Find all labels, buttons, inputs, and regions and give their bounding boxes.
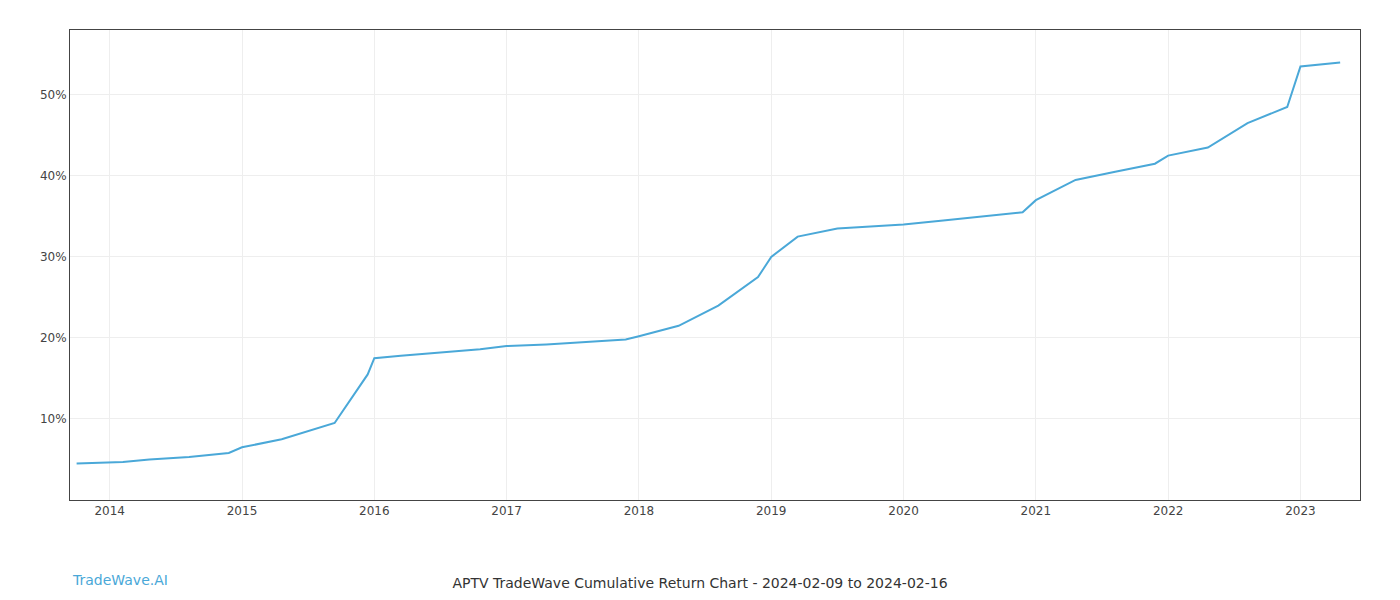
svg-text:2018: 2018 (624, 504, 655, 518)
svg-text:2016: 2016 (359, 504, 390, 518)
svg-text:20%: 20% (40, 331, 67, 345)
svg-text:50%: 50% (40, 88, 67, 102)
svg-text:2014: 2014 (94, 504, 125, 518)
svg-text:30%: 30% (40, 250, 67, 264)
svg-text:TradeWave.AI: TradeWave.AI (72, 572, 168, 588)
svg-text:2023: 2023 (1285, 504, 1316, 518)
svg-text:2022: 2022 (1153, 504, 1184, 518)
svg-text:APTV TradeWave Cumulative Retu: APTV TradeWave Cumulative Return Chart -… (452, 575, 947, 591)
svg-text:2020: 2020 (888, 504, 919, 518)
svg-text:2021: 2021 (1021, 504, 1052, 518)
svg-text:2015: 2015 (227, 504, 258, 518)
svg-text:2019: 2019 (756, 504, 787, 518)
svg-text:40%: 40% (40, 169, 67, 183)
svg-text:2017: 2017 (491, 504, 522, 518)
svg-text:10%: 10% (40, 412, 67, 426)
